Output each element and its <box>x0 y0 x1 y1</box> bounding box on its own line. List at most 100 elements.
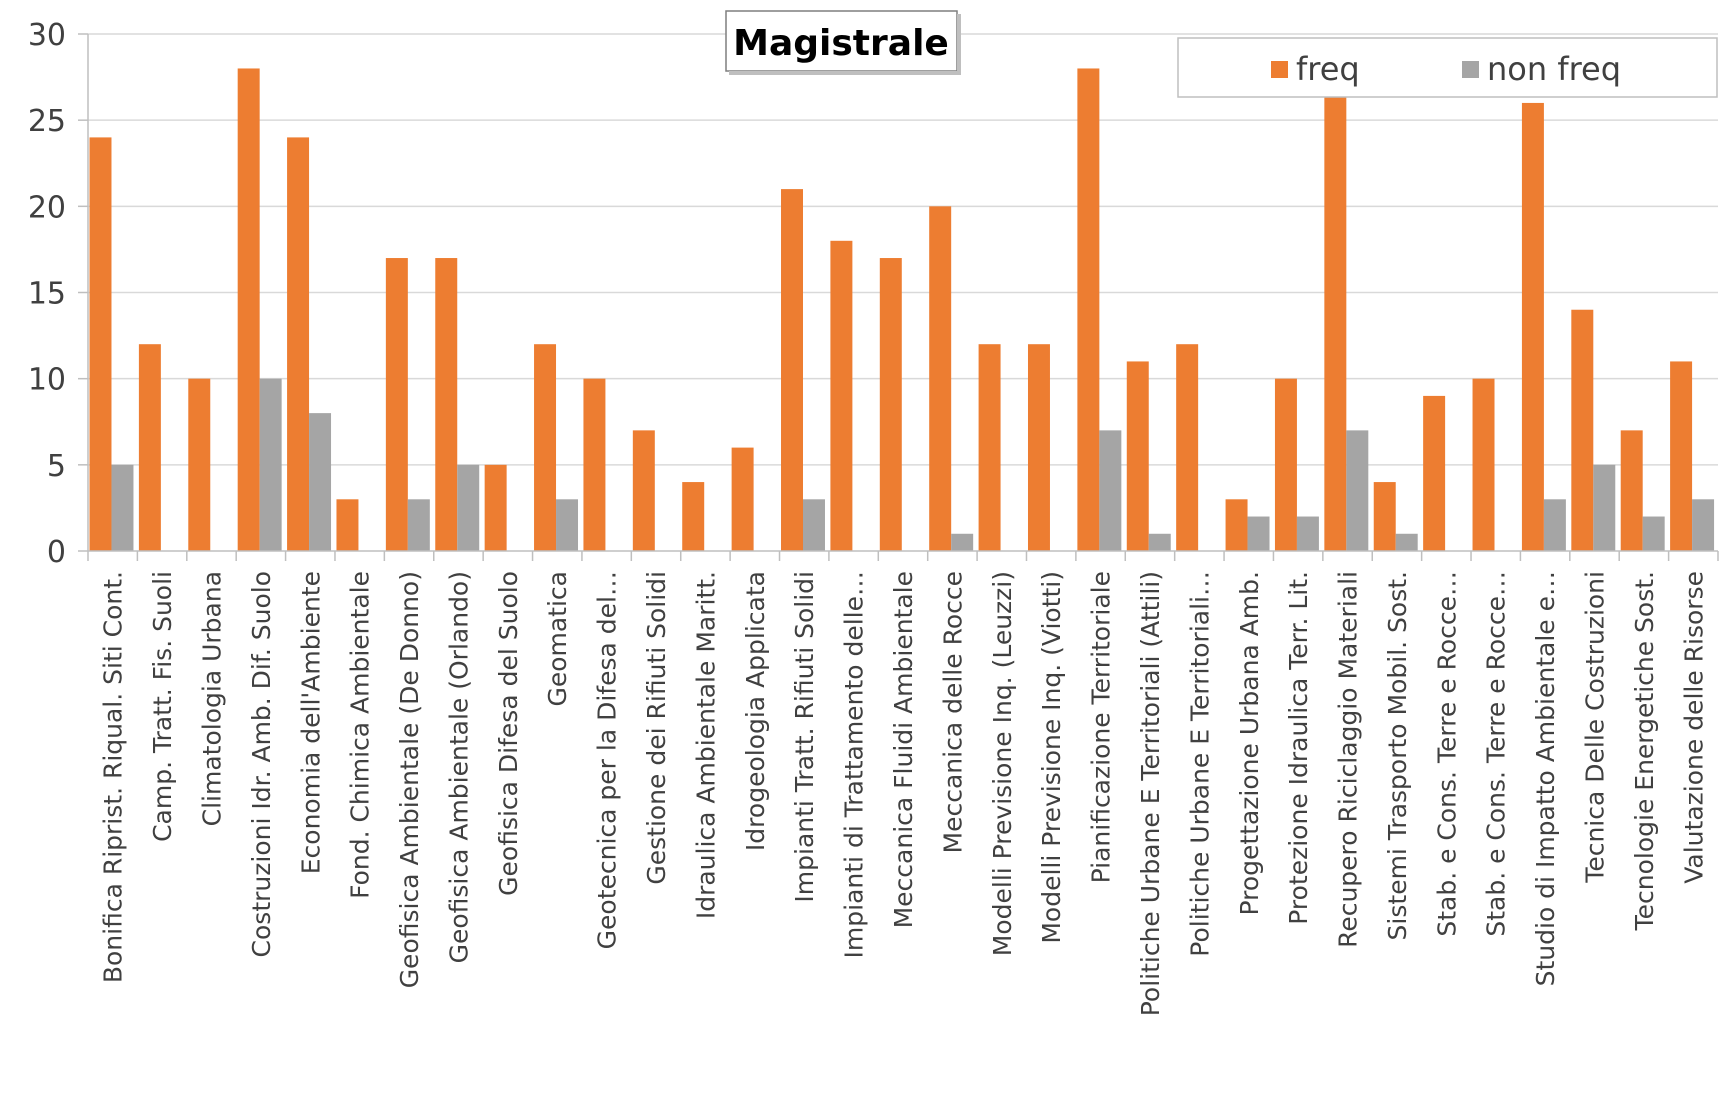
bar-non-freq <box>111 464 134 551</box>
bar-freq <box>731 447 754 551</box>
x-category-label: Recupero Riciclaggio Materiali <box>1334 571 1363 948</box>
bar-non-freq <box>259 378 282 551</box>
axes <box>87 34 1719 561</box>
x-category-label: Gestione dei Rifiuti Solidi <box>642 571 671 885</box>
bar-non-freq <box>1346 430 1369 551</box>
bar-freq <box>1521 102 1544 551</box>
x-category-label: Tecnica Delle Costruzioni <box>1581 571 1610 884</box>
bar-freq <box>1077 68 1100 551</box>
x-category-label: Geofisica Ambientale (Orlando) <box>444 571 473 963</box>
legend-swatch-non-freq <box>1462 61 1479 78</box>
bar-non-freq <box>1247 516 1270 551</box>
x-category-label: Impianti Tratt. Rifiuti Solidi <box>790 571 819 903</box>
gridlines <box>78 33 1718 552</box>
bar-non-freq <box>556 499 579 551</box>
bar-freq <box>1126 361 1149 551</box>
x-category-label: Fond. Chimica Ambientale <box>346 571 375 899</box>
bar-freq <box>929 206 952 552</box>
bar-non-freq <box>1642 516 1665 551</box>
x-category-label: Geomatica <box>543 571 572 707</box>
x-category-label: Protezione Idraulica Terr. Lit. <box>1284 571 1313 925</box>
bar-non-freq <box>951 533 974 551</box>
bar-non-freq <box>407 499 430 551</box>
x-category-label: Geofisica Difesa del Suolo <box>494 571 523 896</box>
bar-freq <box>534 344 557 551</box>
y-tick-label: 25 <box>28 104 66 139</box>
bar-freq <box>1373 482 1396 551</box>
bar-freq <box>879 258 902 551</box>
x-category-label: Camp. Tratt. Fis. Suoli <box>148 571 177 842</box>
bar-freq <box>484 464 507 551</box>
bar-freq <box>583 378 606 551</box>
x-category-label: Pianificazione Territoriale <box>1087 571 1116 883</box>
bar-freq <box>435 258 458 551</box>
bar-non-freq <box>802 499 825 551</box>
bars <box>89 68 1715 552</box>
bar-freq <box>1423 395 1446 551</box>
bar-freq <box>89 137 112 551</box>
x-category-label: Meccanica Fluidi Ambientale <box>889 571 918 928</box>
bar-freq <box>978 344 1001 551</box>
y-tick-label: 5 <box>47 449 66 484</box>
bar-freq <box>1472 378 1495 551</box>
bar-non-freq <box>1593 464 1616 551</box>
x-category-label: Politiche Urbane E Territoriali (Attili) <box>1136 571 1165 1016</box>
bar-freq <box>188 378 211 551</box>
bar-freq <box>682 482 705 551</box>
bar-freq <box>632 430 655 551</box>
bar-freq <box>287 137 310 551</box>
x-category-label: Meccanica delle Rocce <box>938 571 967 853</box>
bar-freq <box>1225 499 1248 551</box>
bar-freq <box>1324 85 1347 551</box>
y-tick-label: 30 <box>28 18 66 53</box>
x-category-label: Valutazione delle Risorse <box>1679 571 1708 884</box>
bar-non-freq <box>1692 499 1715 551</box>
x-category-label: Bonifica Riprist. Riqual. Siti Cont. <box>99 571 128 983</box>
x-category-label: Sistemi Trasporto Mobil. Sost. <box>1383 571 1412 940</box>
x-category-label: Politiche Urbane E Territoriali… <box>1185 571 1214 957</box>
bar-freq <box>781 189 803 551</box>
bar-freq <box>385 258 408 551</box>
chart-title: Magistrale <box>733 23 949 64</box>
legend-label-freq: freq <box>1296 50 1360 88</box>
bar-freq <box>830 240 853 552</box>
bar-non-freq <box>309 413 332 551</box>
x-category-label: Idrogeologia Applicata <box>741 571 770 851</box>
x-category-label: Idraulica Ambientale Maritt. <box>691 571 720 919</box>
bar-non-freq <box>1148 533 1171 551</box>
bar-freq <box>1670 361 1693 551</box>
y-tick-label: 15 <box>28 277 66 312</box>
x-category-label: Stab. e Cons. Terre e Rocce… <box>1432 571 1461 937</box>
x-category-label: Geotecnica per la Difesa del… <box>593 571 622 949</box>
bar-freq <box>1027 344 1050 551</box>
y-tick-label: 20 <box>28 190 66 225</box>
bar-freq <box>336 499 359 551</box>
bar-freq <box>1571 309 1594 551</box>
y-tick-label: 10 <box>28 363 66 398</box>
x-category-label: Modelli Previsione Inq. (Leuzzi) <box>988 571 1017 956</box>
x-category-label: Impianti di Trattamento delle… <box>840 571 869 958</box>
bar-non-freq <box>1543 499 1566 551</box>
bar-non-freq <box>1296 516 1319 551</box>
x-category-label: Stab. e Cons. Terre e Rocce… <box>1482 571 1511 937</box>
x-category-label: Studio di Impatto Ambientale e… <box>1531 571 1560 986</box>
x-category-label: Progettazione Urbana Amb. <box>1235 571 1264 916</box>
legend-label-non-freq: non freq <box>1487 50 1621 88</box>
bar-freq <box>1620 430 1643 551</box>
x-category-label: Tecnologie Energetiche Sost. <box>1630 571 1659 931</box>
bar-non-freq <box>457 464 480 551</box>
x-category-label: Modelli Previsione Inq. (Viotti) <box>1037 571 1066 944</box>
x-category-label: Geofisica Ambientale (De Donno) <box>395 571 424 988</box>
bar-non-freq <box>1395 533 1418 551</box>
y-tick-labels: 0 5 10 15 20 25 30 <box>28 18 66 570</box>
legend-swatch-freq <box>1271 61 1288 78</box>
bar-non-freq <box>1099 430 1122 551</box>
x-category-label: Costruzioni Idr. Amb. Dif. Suolo <box>247 571 276 957</box>
y-tick-label: 0 <box>47 535 66 570</box>
x-category-labels: Bonifica Riprist. Riqual. Siti Cont. Camp… <box>99 571 1709 1016</box>
bar-freq <box>1274 378 1297 551</box>
bar-freq <box>138 344 161 551</box>
x-category-label: Climatologia Urbana <box>197 571 226 826</box>
legend: freq non freq <box>1177 37 1718 98</box>
bar-freq <box>1176 344 1199 551</box>
